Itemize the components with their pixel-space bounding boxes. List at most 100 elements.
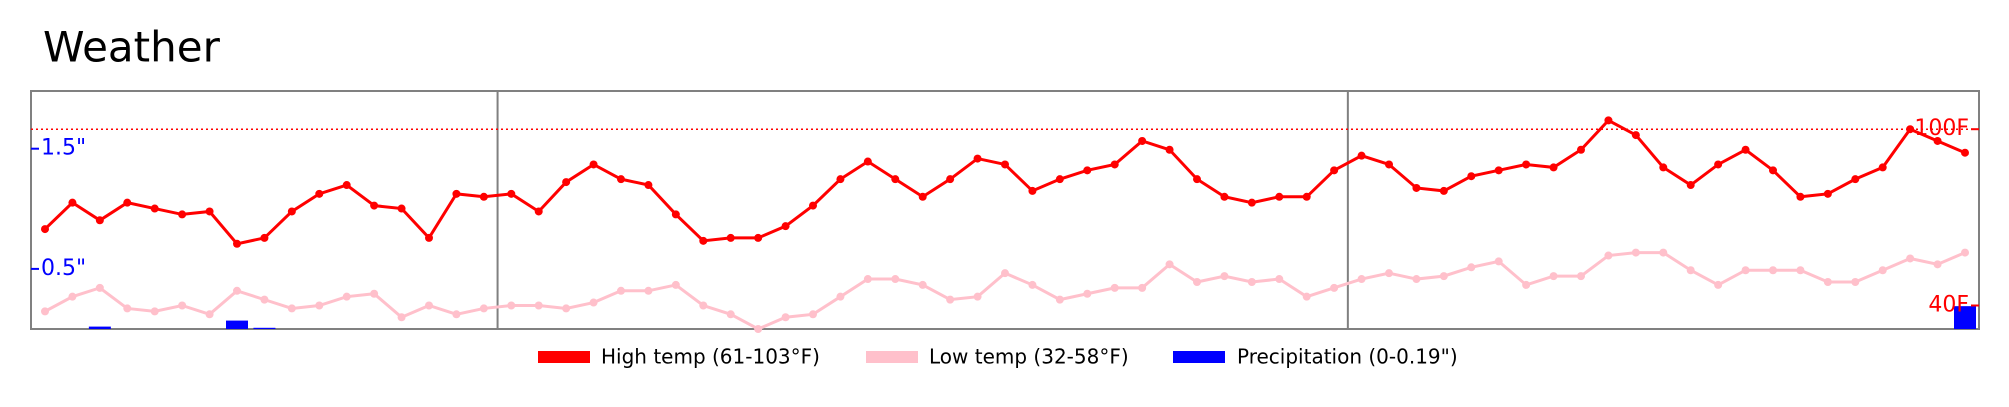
temp-point [1220, 272, 1229, 281]
temp-point [1796, 266, 1805, 275]
temp-point [809, 310, 817, 319]
temp-point [260, 233, 269, 242]
temp-point [68, 198, 77, 207]
temp-point [1412, 183, 1421, 192]
temp-point [863, 157, 872, 166]
temp-point [1769, 166, 1777, 175]
temp-point [918, 192, 927, 201]
temp-point [562, 178, 571, 187]
temp-point [1110, 283, 1119, 292]
temp-point [287, 207, 296, 216]
y2-tick-label: 1.5" [41, 136, 86, 161]
temp-point [1439, 186, 1448, 195]
temp-point [1467, 172, 1476, 181]
temp-point [1631, 248, 1640, 257]
legend-label: Low temp (32-58°F) [929, 345, 1129, 369]
temp-point [1138, 136, 1147, 145]
temp-point [1247, 277, 1256, 286]
temp-point [1275, 192, 1284, 201]
temp-point [452, 310, 461, 319]
temp-point [1961, 248, 1969, 257]
temp-point [41, 307, 49, 316]
temp-point [973, 292, 982, 301]
temp-point [1549, 163, 1558, 172]
temp-point [507, 189, 516, 198]
temp-point [1302, 192, 1311, 201]
temp-point [781, 313, 790, 322]
temp-point [1494, 257, 1503, 266]
temp-point [1083, 166, 1092, 175]
temp-point [1714, 160, 1723, 169]
temp-point [1110, 160, 1119, 169]
temp-point [233, 286, 241, 295]
temp-point [287, 304, 296, 313]
temp-point [1796, 192, 1805, 201]
temp-point [1741, 145, 1750, 154]
temp-point [781, 222, 790, 231]
temp-point [617, 175, 625, 184]
temp-point [1659, 248, 1668, 257]
y-tick-label: 40F [1928, 292, 1969, 317]
temp-point [95, 216, 104, 225]
temp-point [150, 204, 159, 213]
temp-point [68, 292, 77, 301]
precip-bar [1954, 306, 1976, 329]
temp-point [1906, 254, 1915, 263]
temp-point [809, 201, 817, 210]
temp-point [370, 201, 379, 210]
temp-point [1028, 280, 1037, 289]
temp-point [1659, 163, 1668, 172]
temp-point [1823, 189, 1832, 198]
temp-point [233, 239, 241, 248]
temp-point [1385, 160, 1393, 169]
temp-point [946, 175, 955, 184]
temp-point [1851, 175, 1860, 184]
temp-point [150, 307, 159, 316]
legend-label: High temp (61-103°F) [601, 345, 820, 369]
temp-point [1055, 295, 1064, 304]
temp-point [1439, 272, 1448, 281]
temp-point [1577, 272, 1585, 281]
temp-point [1769, 266, 1777, 275]
legend-swatch [538, 351, 590, 363]
temp-point [479, 192, 488, 201]
precip-bar [253, 327, 276, 329]
temp-point [1138, 283, 1147, 292]
temp-point [178, 301, 187, 310]
temp-point [1193, 277, 1201, 286]
temp-point [1055, 175, 1064, 184]
temp-point [836, 292, 845, 301]
temp-point [534, 207, 543, 216]
temp-point [507, 301, 516, 310]
y-tick-label: 100F [1914, 116, 1969, 141]
chart-title: Weather [43, 23, 221, 72]
temp-point [1001, 269, 1009, 278]
legend: High temp (61-103°F) Low temp (32-58°F) … [538, 345, 1458, 369]
temp-point [644, 286, 653, 295]
temp-point [1961, 148, 1969, 157]
temp-point [1714, 280, 1723, 289]
temp-point [1385, 269, 1393, 278]
precip-bar [226, 320, 248, 329]
temp-point [671, 280, 680, 289]
temp-point [836, 175, 845, 184]
temp-point [891, 175, 900, 184]
y2-tick-label: 0.5" [41, 256, 86, 281]
temp-point [1275, 275, 1284, 284]
temp-point [1220, 192, 1229, 201]
temp-point [1494, 166, 1503, 175]
temp-point [863, 275, 872, 284]
temp-point [1604, 251, 1613, 260]
temp-point [1412, 275, 1421, 284]
temp-point [95, 283, 104, 292]
temp-point [1001, 160, 1009, 169]
temp-point [1631, 131, 1640, 140]
temp-point [41, 225, 49, 234]
temp-point [973, 154, 982, 163]
temp-point [1193, 175, 1201, 184]
temp-point [726, 233, 735, 242]
temp-point [1878, 266, 1887, 275]
plot-frame [30, 90, 1980, 330]
temp-point [1686, 181, 1695, 190]
